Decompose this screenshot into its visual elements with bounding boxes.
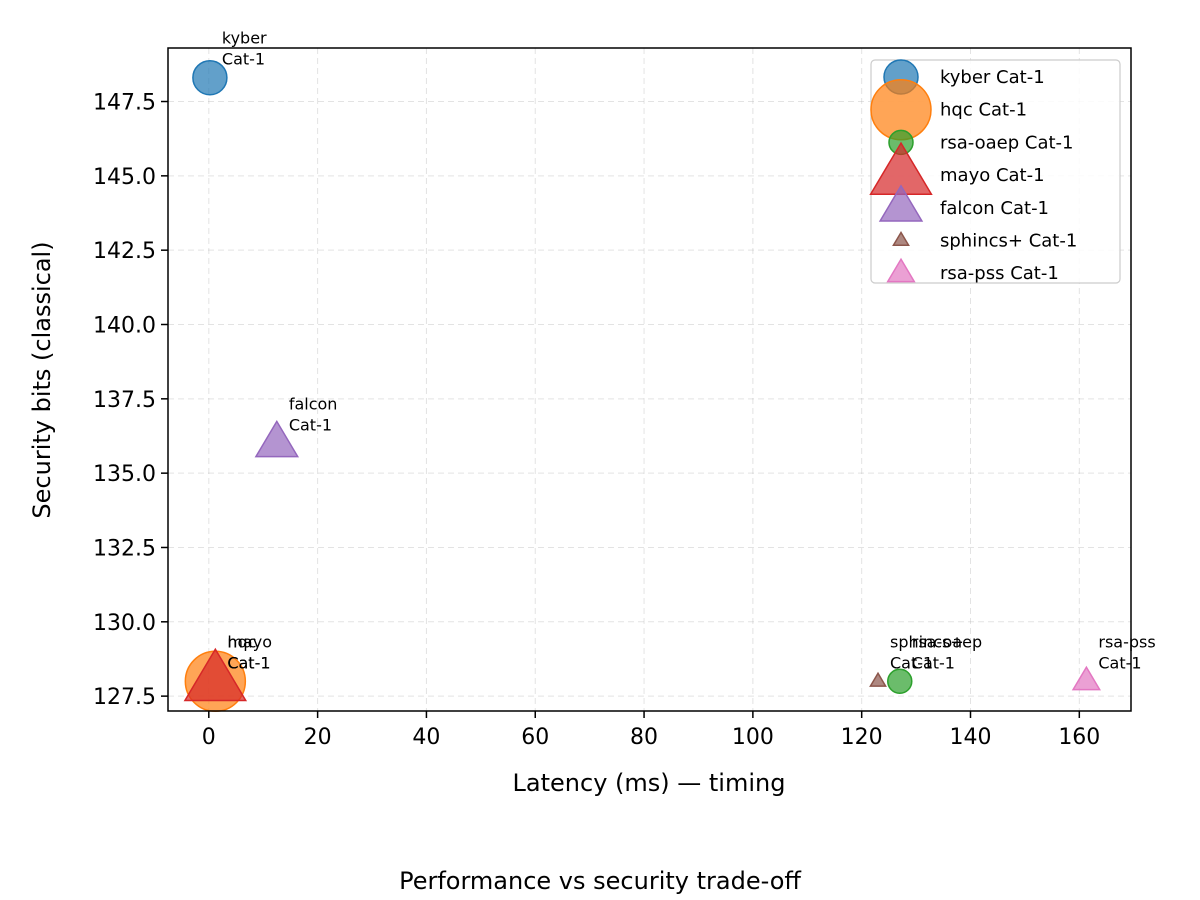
y-tick-label: 130.0 (93, 611, 156, 636)
legend-entry-sphincs-: sphincs+ Cat-1 (940, 231, 1077, 252)
legend-entry-hqc: hqc Cat-1 (940, 100, 1027, 121)
legend-marker-rsa-pss (886, 257, 916, 283)
annotation-hqc-category: Cat-1 (227, 653, 270, 672)
legend-entry-mayo: mayo Cat-1 (940, 165, 1045, 186)
data-points (183, 59, 1102, 713)
legend-entry-rsa-pss: rsa-pss Cat-1 (940, 263, 1059, 284)
y-tick-label: 145.0 (93, 165, 156, 190)
data-point-rsa-oaep (887, 668, 913, 695)
annotation-mayo-name: mayo (227, 632, 272, 651)
data-point-kyber (192, 59, 228, 96)
legend-entry-rsa-oaep: rsa-oaep Cat-1 (940, 132, 1074, 153)
legend-entry-kyber: kyber Cat-1 (940, 67, 1045, 88)
annotation-rsa-pss-category: Cat-1 (1098, 653, 1141, 672)
x-tick-label: 160 (1058, 725, 1100, 750)
figure-caption: Performance vs security trade-off (399, 867, 801, 895)
plot-frame (167, 47, 1132, 712)
x-tick-label: 0 (202, 725, 216, 750)
annotation-hqc-name: hqc (227, 632, 256, 651)
y-tick-label: 135.0 (93, 462, 156, 487)
y-tick-label: 137.5 (93, 388, 156, 413)
annotation-rsa-pss-name: rsa-pss (1098, 632, 1155, 651)
x-tick-label: 40 (412, 725, 440, 750)
annotation-kyber-category: Cat-1 (222, 50, 265, 69)
annotation-falcon-category: Cat-1 (289, 415, 332, 434)
y-tick-label: 142.5 (93, 239, 156, 264)
annotation-falcon-name: falcon (289, 394, 338, 413)
annotation-rsa-oaep-category: Cat-1 (912, 653, 955, 672)
data-point-falcon (254, 419, 300, 458)
legend-entry-falcon: falcon Cat-1 (940, 198, 1049, 219)
x-tick-label: 100 (732, 725, 774, 750)
y-tick-label: 147.5 (93, 91, 156, 116)
legend-marker-falcon (878, 184, 924, 222)
annotation-rsa-oaep-name: rsa-oaep (912, 632, 982, 651)
axis-ticks: 0 20 40 60 80 100 120 140 160 127.5 130.0 132.5 135.… (93, 91, 1100, 750)
annotation-sphincs--category: Cat-1 (890, 653, 933, 672)
x-axis-label: Latency (ms) — timing (513, 769, 786, 797)
x-tick-label: 140 (950, 725, 992, 750)
x-tick-label: 80 (630, 725, 658, 750)
annotation-kyber-name: kyber (222, 29, 267, 48)
x-tick-label: 60 (521, 725, 549, 750)
data-point-mayo (183, 647, 248, 702)
annotation-mayo-category: Cat-1 (227, 653, 270, 672)
data-point-rsa-pss (1071, 665, 1102, 691)
y-tick-label: 127.5 (93, 685, 156, 710)
x-tick-label: 20 (304, 725, 332, 750)
y-tick-label: 140.0 (93, 313, 156, 338)
y-tick-label: 132.5 (93, 536, 156, 561)
data-point-sphincs- (869, 671, 887, 687)
y-axis-label: Security bits (classical) (28, 241, 56, 518)
annotation-sphincs--name: sphincs+ (890, 632, 964, 651)
legend-marker-sphincs- (892, 231, 910, 247)
x-tick-label: 120 (841, 725, 883, 750)
legend-frame (870, 59, 1121, 284)
legend: kyber Cat-1 hqc Cat-1 rsa-oaep Cat-1 mayo C… (869, 59, 1121, 284)
